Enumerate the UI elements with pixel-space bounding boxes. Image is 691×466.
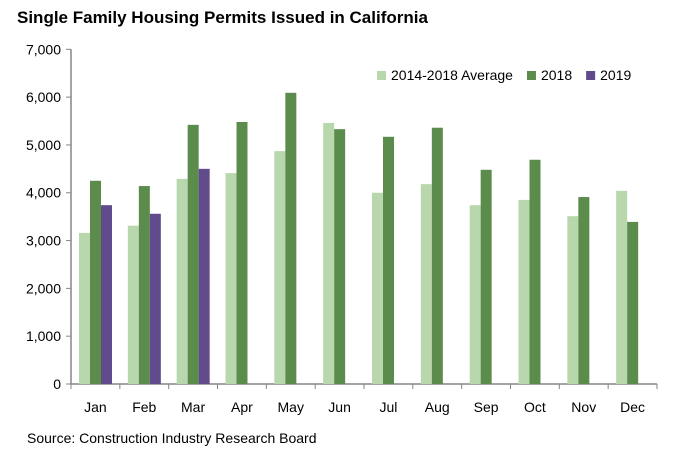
y-tick-label: 3,000 bbox=[26, 233, 61, 249]
legend-swatch bbox=[586, 71, 596, 80]
x-tick-label: Oct bbox=[524, 399, 546, 415]
x-tick-label: Sep bbox=[474, 399, 499, 415]
bar-2018 bbox=[138, 186, 150, 384]
y-tick-label: 7,000 bbox=[26, 41, 61, 57]
bar-2018 bbox=[480, 169, 492, 384]
bar-2018 bbox=[578, 197, 590, 384]
bar-2018 bbox=[431, 127, 443, 385]
x-tick-label: Jul bbox=[379, 399, 397, 415]
bar-2018 bbox=[529, 159, 541, 384]
x-tick-label: May bbox=[278, 399, 304, 415]
x-tick-label: Jun bbox=[328, 399, 351, 415]
legend-label: 2019 bbox=[600, 67, 631, 83]
x-tick-label: Feb bbox=[132, 399, 156, 415]
x-tick-label: Dec bbox=[620, 399, 645, 415]
source-note: Source: Construction Industry Research B… bbox=[27, 430, 317, 446]
bar-2018 bbox=[334, 129, 346, 384]
x-tick-label: Jan bbox=[84, 399, 107, 415]
legend-label: 2014-2018 Average bbox=[391, 67, 513, 83]
chart-title: Single Family Housing Permits Issued in … bbox=[17, 8, 428, 27]
y-tick-label: 6,000 bbox=[26, 89, 61, 105]
bar-2014-2018-average bbox=[225, 173, 237, 384]
legend-swatch bbox=[526, 71, 536, 80]
bar-2014-2018-average bbox=[127, 225, 139, 384]
bar-2014-2018-average bbox=[616, 190, 628, 384]
y-tick-label: 0 bbox=[53, 376, 61, 392]
y-tick-label: 2,000 bbox=[26, 280, 61, 296]
bar-2014-2018-average bbox=[372, 192, 383, 384]
y-tick-label: 1,000 bbox=[26, 328, 61, 344]
bar-2014-2018-average bbox=[323, 122, 335, 385]
bar-2014-2018-average bbox=[420, 184, 432, 384]
y-tick-label: 5,000 bbox=[26, 137, 61, 153]
legend-label: 2018 bbox=[541, 67, 572, 83]
x-tick-label: Apr bbox=[231, 399, 253, 415]
bar-2018 bbox=[627, 221, 639, 384]
y-tick-label: 4,000 bbox=[26, 185, 61, 201]
bar-2018 bbox=[285, 92, 297, 384]
legend-swatch bbox=[377, 71, 386, 80]
bar-2018 bbox=[187, 124, 199, 385]
bar-2019 bbox=[101, 205, 112, 384]
x-tick-label: Mar bbox=[181, 399, 205, 415]
bar-2014-2018-average bbox=[274, 151, 286, 384]
bar-2018 bbox=[383, 136, 394, 384]
bar-2014-2018-average bbox=[469, 205, 481, 384]
bar-2014-2018-average bbox=[567, 216, 579, 384]
bar-2014-2018-average bbox=[518, 199, 530, 384]
bar-2014-2018-average bbox=[176, 178, 188, 384]
x-tick-label: Nov bbox=[571, 399, 596, 415]
x-tick-label: Aug bbox=[425, 399, 450, 415]
bar-2018 bbox=[90, 180, 101, 384]
bar-2014-2018-average bbox=[79, 232, 90, 384]
bar-2019 bbox=[149, 213, 161, 384]
bar-2019 bbox=[198, 168, 210, 384]
bar-2018 bbox=[236, 121, 248, 384]
